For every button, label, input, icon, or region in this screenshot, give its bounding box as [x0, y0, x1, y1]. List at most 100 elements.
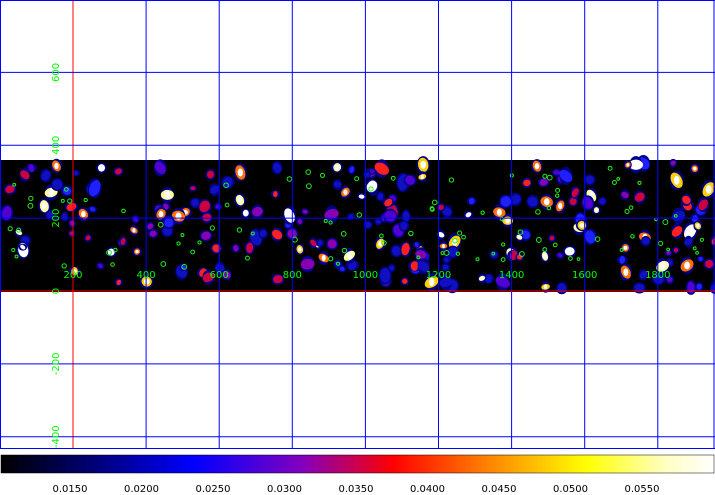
- emission-source: [297, 219, 303, 224]
- emission-source: [673, 247, 679, 253]
- x-tick-label: 800: [283, 270, 302, 281]
- contour-marker: [594, 236, 601, 242]
- contour-marker: [662, 219, 669, 226]
- contour-marker: [576, 257, 581, 261]
- emission-core: [692, 166, 697, 171]
- y-tick-label: 200: [51, 209, 62, 228]
- emission-source: [414, 242, 419, 248]
- contour-marker: [28, 195, 34, 202]
- contour-marker: [379, 233, 384, 239]
- emission-source: [233, 245, 239, 252]
- emission-core: [595, 208, 598, 212]
- x-tick-label: 1600: [572, 270, 597, 281]
- emission-source: [389, 265, 395, 271]
- emission-source: [401, 242, 410, 256]
- emission-source: [41, 170, 51, 181]
- contour-marker: [356, 212, 363, 218]
- emission-core: [543, 198, 550, 206]
- contour-marker: [408, 230, 414, 237]
- emission-core: [543, 253, 547, 259]
- emission-source: [191, 199, 199, 207]
- emission-source: [384, 210, 397, 222]
- contour-marker: [448, 177, 455, 183]
- emission-source: [212, 244, 221, 253]
- emission-core: [143, 278, 150, 285]
- emission-core: [48, 188, 54, 197]
- emission-source: [259, 229, 267, 237]
- emission-source: [705, 259, 714, 268]
- emission-core: [505, 217, 510, 224]
- colorbar-label: 0.0400: [410, 484, 445, 495]
- emission-source: [402, 211, 410, 222]
- emission-core: [659, 262, 666, 271]
- y-tick-labels: 600 400 200 0 -200 -400: [51, 63, 62, 448]
- emission-core: [243, 211, 248, 215]
- emission-source: [634, 192, 645, 202]
- emission-source: [114, 168, 122, 175]
- emission-source: [619, 255, 626, 264]
- y-tick-label: -200: [51, 353, 62, 376]
- emission-source: [246, 242, 254, 254]
- colorbar: [0, 454, 715, 474]
- emission-core: [99, 165, 104, 170]
- contour-marker: [546, 205, 552, 211]
- contour-marker: [319, 172, 325, 178]
- emission-source: [20, 170, 30, 180]
- contour-marker: [250, 231, 255, 236]
- contour-marker: [176, 241, 181, 246]
- contour-marker: [461, 234, 466, 240]
- contour-marker: [535, 237, 542, 243]
- emission-core: [496, 208, 502, 216]
- emission-source: [190, 186, 196, 191]
- contour-marker: [431, 199, 438, 206]
- emission-source: [442, 264, 449, 271]
- emission-core: [132, 228, 136, 233]
- emission-source: [369, 169, 375, 174]
- contour-marker: [500, 257, 506, 262]
- x-tick-labels: 200 400 600 800 1000 1200 1400 1600 1800: [63, 270, 670, 281]
- emission-source: [384, 198, 393, 207]
- contour-marker: [501, 242, 506, 247]
- emission-source: [349, 166, 355, 173]
- emission-source: [585, 175, 594, 185]
- contour-marker: [197, 240, 202, 245]
- emission-core: [41, 202, 47, 210]
- emission-core: [466, 213, 471, 216]
- emission-source: [642, 237, 650, 245]
- emission-core: [673, 175, 680, 185]
- contour-marker: [611, 179, 617, 185]
- emission-source: [653, 274, 664, 284]
- contour-marker: [341, 247, 348, 254]
- contour-marker: [666, 247, 671, 252]
- emission-source: [484, 274, 492, 283]
- contour-marker: [335, 261, 341, 266]
- contour-marker: [630, 234, 635, 239]
- emission-source: [5, 185, 15, 194]
- emission-source: [222, 271, 231, 279]
- contour-marker: [658, 240, 664, 246]
- emission-source: [201, 231, 211, 240]
- emission-core: [237, 197, 243, 204]
- contour-marker: [546, 174, 553, 181]
- contour-marker: [83, 197, 88, 203]
- contour-marker: [542, 247, 548, 252]
- emission-source: [333, 181, 342, 188]
- colorbar-label: 0.0350: [339, 484, 374, 495]
- contour-marker: [699, 237, 704, 242]
- contour-marker: [695, 251, 699, 255]
- emission-source: [222, 177, 233, 188]
- emission-source: [147, 223, 154, 230]
- emission-source: [549, 235, 555, 241]
- emission-source: [28, 163, 35, 172]
- contour-marker: [323, 218, 328, 223]
- colorbar-labels: 0.0150 0.0200 0.0250 0.0300 0.0350 0.0400 0.04…: [53, 484, 660, 495]
- contour-marker: [440, 251, 445, 256]
- contour-marker: [157, 221, 164, 228]
- coordinate-grid: [0, 0, 715, 449]
- emission-core: [480, 276, 484, 281]
- emission-source: [500, 196, 512, 207]
- contour-marker: [368, 186, 374, 192]
- contour-marker: [517, 229, 524, 235]
- emission-core: [623, 245, 628, 250]
